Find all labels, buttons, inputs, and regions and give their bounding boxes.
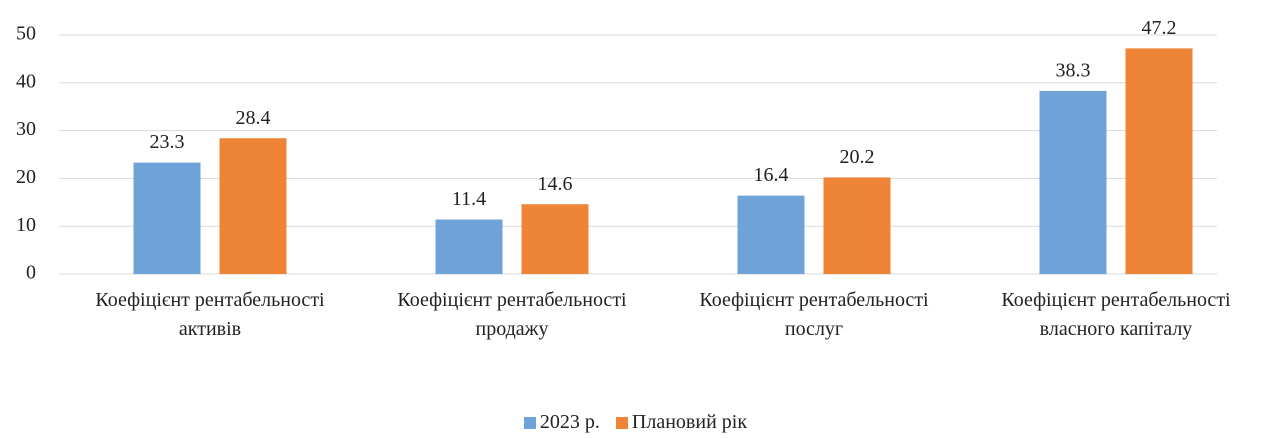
legend: 2023 р. Плановий рік bbox=[0, 411, 1271, 435]
legend-label: 2023 р. bbox=[540, 411, 600, 434]
bar bbox=[738, 196, 805, 274]
x-tick-label: Коефіцієнт рентабельності продажу bbox=[367, 286, 657, 344]
x-tick-label: Коефіцієнт рентабельності активів bbox=[65, 286, 355, 344]
data-label: 28.4 bbox=[236, 107, 271, 129]
legend-label: Плановий рік bbox=[632, 411, 747, 434]
y-tick-label: 0 bbox=[26, 262, 36, 284]
data-label: 11.4 bbox=[452, 188, 486, 210]
legend-swatch bbox=[524, 417, 536, 429]
legend-item: 2023 р. bbox=[524, 411, 600, 434]
data-label: 16.4 bbox=[754, 164, 789, 186]
x-tick-label: Коефіцієнт рентабельності послуг bbox=[669, 286, 959, 344]
data-label: 20.2 bbox=[840, 146, 875, 168]
y-tick-label: 20 bbox=[16, 166, 36, 188]
data-label: 14.6 bbox=[538, 173, 573, 195]
data-label: 23.3 bbox=[150, 131, 185, 153]
bar bbox=[134, 163, 201, 274]
data-label: 38.3 bbox=[1056, 60, 1091, 82]
bar bbox=[220, 138, 287, 274]
plot-area: 0 10 20 30 40 50 23.3 28.4 11.4 14.6 16.4 20.2 38.3 4… bbox=[0, 0, 1271, 439]
bar bbox=[824, 177, 891, 274]
bar bbox=[1040, 91, 1107, 274]
data-label: 47.2 bbox=[1142, 17, 1177, 39]
y-tick-label: 30 bbox=[16, 118, 36, 140]
bar bbox=[522, 204, 589, 274]
bar bbox=[436, 220, 503, 274]
legend-swatch bbox=[616, 417, 628, 429]
y-tick-label: 40 bbox=[16, 70, 36, 92]
y-tick-label: 50 bbox=[16, 23, 36, 45]
legend-item: Плановий рік bbox=[616, 411, 747, 434]
chart: 0 10 20 30 40 50 23.3 28.4 11.4 14.6 16.4 20.2 38.3 4… bbox=[0, 0, 1271, 439]
y-tick-label: 10 bbox=[16, 214, 36, 236]
x-tick-label: Коефіцієнт рентабельності власного капіт… bbox=[971, 286, 1261, 344]
bar bbox=[1126, 48, 1193, 274]
